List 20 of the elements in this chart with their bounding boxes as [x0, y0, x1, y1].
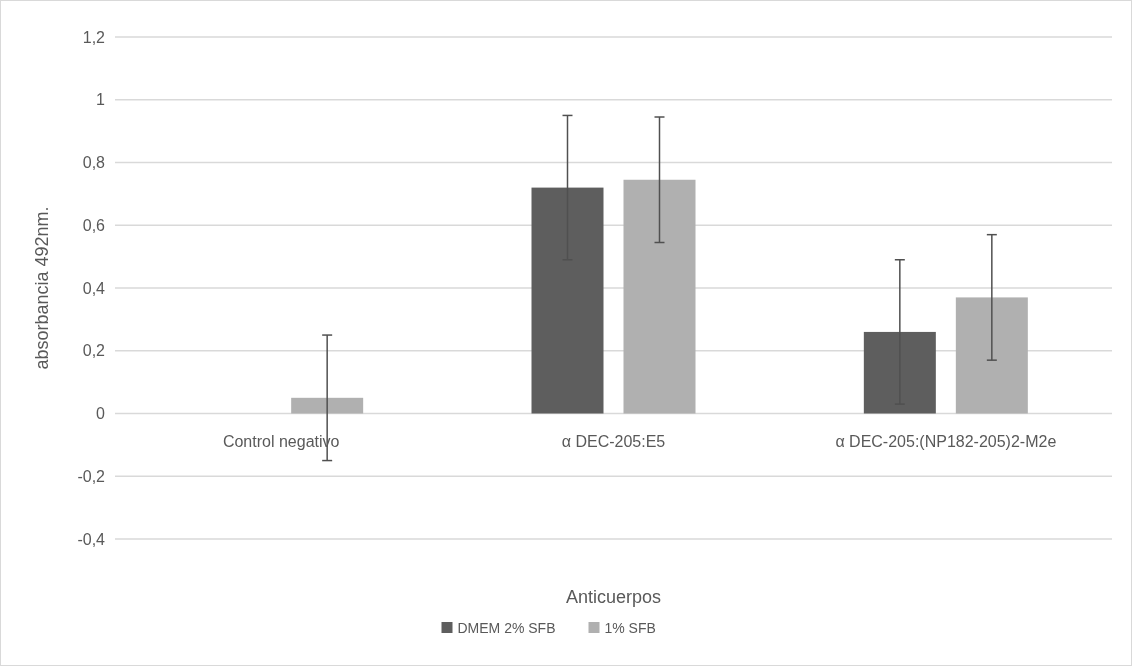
y-tick-label: 0,4: [82, 279, 106, 297]
y-tick-label: 0,8: [82, 154, 106, 172]
y-axis-title: absorbancia 492nm.: [32, 206, 52, 370]
legend-label: 1% SFB: [604, 619, 656, 636]
bar: [531, 187, 604, 414]
y-tick-label: 0: [96, 405, 106, 423]
y-tick-label: -0,2: [77, 467, 106, 485]
bar: [955, 297, 1028, 414]
y-tick-label: 0,6: [82, 216, 106, 234]
y-tick-label: 1,2: [82, 28, 106, 46]
y-tick-label: 0,2: [82, 342, 106, 360]
y-tick-label: -0,4: [77, 530, 106, 548]
x-tick-label: α DEC-205:E5: [561, 432, 666, 450]
y-tick-label: 1: [96, 91, 106, 109]
x-axis-title: Anticuerpos: [565, 587, 662, 607]
bar: [623, 179, 696, 414]
bar: [291, 397, 364, 414]
legend-label: DMEM 2% SFB: [457, 619, 556, 636]
x-tick-label: α DEC-205:(NP182-205)2-M2e: [835, 432, 1057, 450]
bar: [863, 331, 936, 414]
